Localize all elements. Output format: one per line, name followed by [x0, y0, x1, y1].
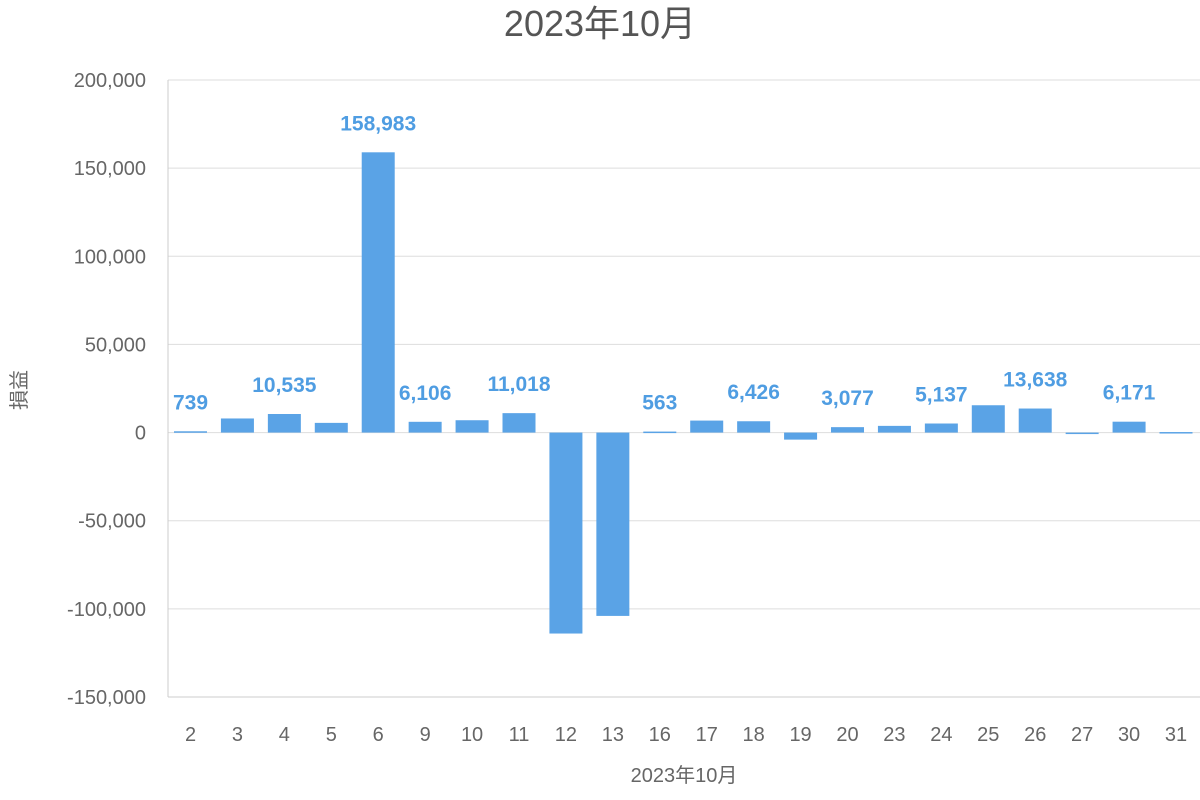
y-tick-label: -100,000 [67, 599, 146, 621]
bar [1112, 421, 1146, 433]
bar [455, 420, 489, 433]
x-axis-ticks: 2 3 4 5 6 9 10 11 12 13 16 17 18 19 20 23 24 25 26 27 30 31 [185, 724, 1187, 746]
x-tick-label: 10 [461, 724, 483, 746]
data-label: 10,535 [252, 374, 317, 397]
x-tick-label: 4 [279, 724, 290, 746]
y-axis-ticks: 200,000 150,000 100,000 50,000 0 -50,000 -100,… [67, 70, 146, 709]
bar [877, 425, 911, 433]
x-tick-label: 3 [232, 724, 243, 746]
data-label: 739 [173, 391, 208, 414]
data-labels: 739 10,535 158,983 6,106 11,018 563 6,426 3,077… [173, 112, 1156, 414]
x-tick-label: 9 [420, 724, 431, 746]
x-axis-title: 2023年10月 [631, 764, 738, 787]
bar [643, 431, 677, 434]
x-tick-label: 13 [602, 724, 624, 746]
data-label: 3,077 [821, 387, 874, 410]
y-tick-label: 200,000 [74, 70, 146, 92]
x-tick-label: 25 [977, 724, 999, 746]
x-tick-label: 30 [1118, 724, 1140, 746]
x-tick-label: 2 [185, 724, 196, 746]
bar [971, 405, 1005, 433]
x-tick-label: 11 [509, 724, 530, 746]
chart-title: 2023年10月 [503, 3, 697, 44]
x-tick-label: 24 [930, 724, 952, 746]
gridlines [167, 79, 1200, 698]
bar [690, 420, 724, 433]
data-label: 6,426 [727, 381, 780, 404]
y-tick-label: 50,000 [85, 334, 146, 356]
x-tick-label: 18 [743, 724, 765, 746]
data-label: 13,638 [1003, 369, 1068, 392]
bar [174, 431, 207, 433]
bars [174, 152, 1193, 634]
data-label: 6,171 [1103, 382, 1156, 405]
bar [924, 423, 958, 433]
bar [267, 413, 301, 433]
y-tick-label: 0 [135, 423, 146, 445]
y-tick-label: 100,000 [74, 246, 146, 268]
x-tick-label: 6 [373, 724, 384, 746]
x-tick-label: 17 [696, 724, 718, 746]
x-tick-label: 23 [883, 724, 905, 746]
bar [408, 421, 442, 433]
bar [549, 432, 583, 634]
bar [737, 421, 771, 433]
x-tick-label: 16 [649, 724, 671, 746]
y-tick-label: -150,000 [67, 687, 146, 709]
x-tick-label: 5 [326, 724, 337, 746]
x-tick-label: 26 [1024, 724, 1046, 746]
y-axis-title: 損益 [8, 370, 31, 410]
x-tick-label: 19 [789, 724, 811, 746]
data-label: 158,983 [340, 112, 416, 135]
data-label: 11,018 [487, 373, 550, 396]
x-tick-label: 20 [836, 724, 858, 746]
bar [596, 432, 630, 616]
x-tick-label: 27 [1071, 724, 1093, 746]
bar [314, 422, 348, 433]
bar [784, 432, 818, 440]
bar [220, 418, 254, 433]
bar [361, 152, 395, 433]
bar [1159, 432, 1193, 434]
bar [831, 427, 864, 433]
y-tick-label: 150,000 [74, 158, 146, 180]
x-tick-label: 31 [1165, 724, 1187, 746]
bar [1018, 408, 1052, 433]
data-label: 5,137 [915, 384, 968, 407]
data-label: 6,106 [399, 382, 452, 405]
bar [1065, 432, 1099, 435]
y-tick-label: -50,000 [78, 511, 146, 533]
x-tick-label: 12 [555, 724, 577, 746]
data-label: 563 [642, 392, 677, 415]
bar [502, 413, 536, 433]
